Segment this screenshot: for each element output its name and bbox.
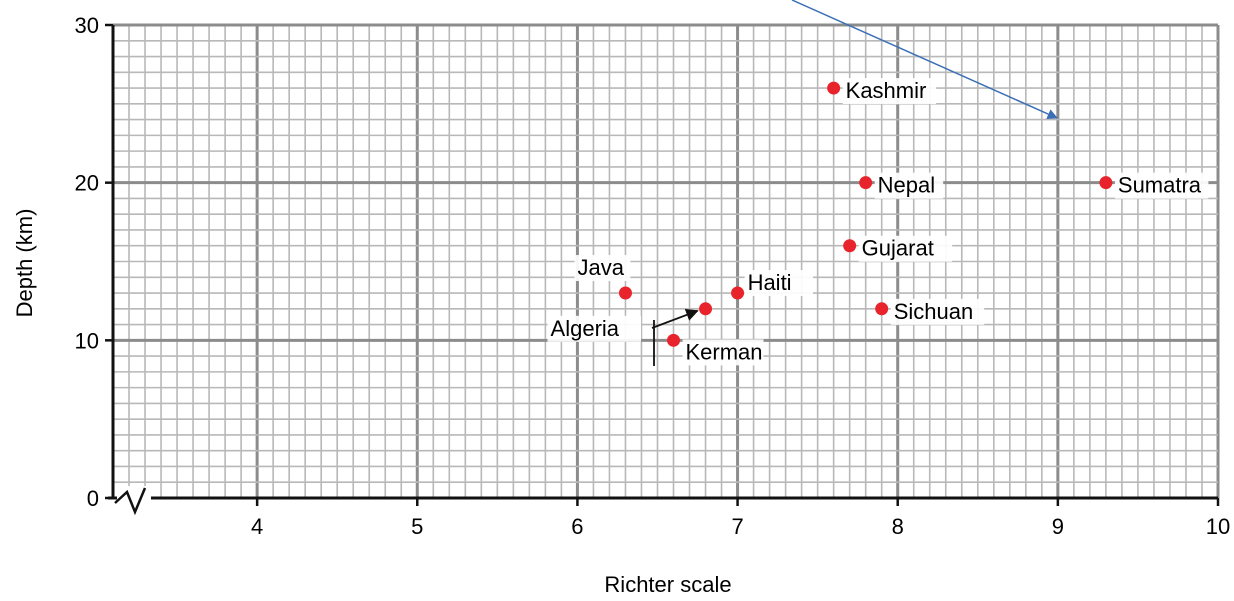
point-label: Algeria <box>551 316 620 341</box>
point-label: Haiti <box>748 270 792 295</box>
annotations <box>651 0 1058 366</box>
axis-break <box>114 487 147 516</box>
x-tick-label: 10 <box>1206 514 1230 539</box>
y-axis-title: Depth (km) <box>12 209 37 318</box>
data-point <box>875 302 889 316</box>
x-axis-title: Richter scale <box>604 572 731 597</box>
x-tick-label: 7 <box>731 514 743 539</box>
x-tick-label: 8 <box>892 514 904 539</box>
point-label-bg <box>547 315 642 342</box>
data-point <box>843 239 857 253</box>
data-point <box>699 302 713 316</box>
axes <box>108 25 1218 516</box>
point-label-bg <box>858 235 953 262</box>
y-tick-label: 30 <box>75 13 99 38</box>
data-point <box>827 81 841 95</box>
point-label: Nepal <box>878 173 935 198</box>
point-label: Kashmir <box>846 78 927 103</box>
grid <box>112 23 1220 500</box>
point-label: Gujarat <box>862 236 934 261</box>
data-point <box>1099 176 1113 190</box>
x-tick-label: 6 <box>571 514 583 539</box>
point-label-bg <box>874 172 944 199</box>
point-label-bg <box>1114 172 1209 199</box>
point-label-bg <box>682 339 764 366</box>
point-label: Sumatra <box>1118 173 1202 198</box>
point-label: Sichuan <box>894 299 974 324</box>
y-tick-label: 10 <box>75 328 99 353</box>
data-point <box>859 176 873 190</box>
data-points: Java Algeria Kerman Haiti Kashmir Nepal Gujara… <box>547 78 1209 366</box>
point-label: Kerman <box>686 339 763 364</box>
point-label-bg <box>744 270 814 297</box>
x-tick-label: 9 <box>1052 514 1064 539</box>
x-tick-label: 4 <box>251 514 263 539</box>
data-point <box>618 286 632 300</box>
tick-labels: 4 5 6 7 8 9 10 0 10 20 30 <box>75 13 1231 539</box>
y-tick-label: 0 <box>87 486 99 511</box>
point-label-bg <box>842 78 937 105</box>
pointer-arrow <box>791 0 1058 119</box>
x-tick-label: 5 <box>411 514 423 539</box>
point-label: Java <box>577 255 624 280</box>
point-label-bg <box>890 298 985 325</box>
algeria-arrow <box>651 308 699 329</box>
data-point <box>731 286 745 300</box>
point-label-bg <box>574 255 631 282</box>
y-tick-label: 20 <box>75 171 99 196</box>
data-point <box>667 333 681 347</box>
